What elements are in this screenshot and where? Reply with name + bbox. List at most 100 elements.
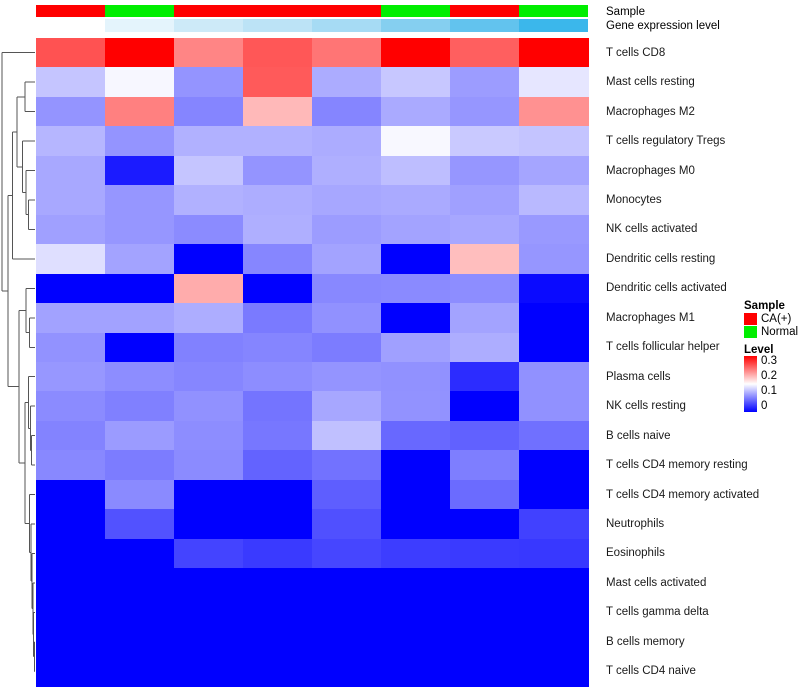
heatmap-cell <box>174 656 244 687</box>
heatmap-cell <box>519 479 589 510</box>
heatmap-cell <box>105 38 175 69</box>
heatmap-cell <box>36 509 106 540</box>
sample-annotation-cell <box>381 5 450 17</box>
row-label: T cells CD4 memory activated <box>606 488 760 501</box>
heatmap-cell <box>105 244 175 275</box>
sample-annotation-bar <box>36 5 588 17</box>
heatmap-cell <box>174 597 244 628</box>
heatmap-cell <box>450 627 520 658</box>
heatmap-cell <box>312 126 382 157</box>
heatmap-cell <box>36 420 106 451</box>
heatmap-cell <box>312 38 382 69</box>
heatmap-cell <box>312 303 382 334</box>
heatmap-cell <box>243 126 313 157</box>
heatmap-cell <box>450 273 520 304</box>
heatmap-cell <box>450 244 520 275</box>
heatmap-cell <box>519 185 589 216</box>
heatmap-cell <box>105 362 175 393</box>
heatmap-cell <box>519 509 589 540</box>
gene-expression-annotation-cell <box>312 19 381 32</box>
heatmap-cell <box>105 568 175 599</box>
heatmap-cell <box>243 38 313 69</box>
heatmap-cell <box>36 185 106 216</box>
heatmap-cell <box>381 568 451 599</box>
heatmap-cell <box>36 244 106 275</box>
row-label: NK cells activated <box>606 223 698 236</box>
heatmap-cell <box>519 155 589 186</box>
gene-expression-annotation-cell <box>381 19 450 32</box>
heatmap-cell <box>312 656 382 687</box>
level-legend-title: Level <box>744 344 774 356</box>
heatmap-cell <box>105 479 175 510</box>
heatmap-cell <box>450 391 520 422</box>
level-tick-label: 0 <box>761 400 768 412</box>
gene-expression-annotation-cell <box>243 19 312 32</box>
heatmap-cell <box>174 155 244 186</box>
heatmap-cell <box>381 67 451 98</box>
heatmap-cell <box>36 479 106 510</box>
heatmap-cell <box>243 332 313 363</box>
heatmap-cell <box>36 597 106 628</box>
heatmap-cell <box>312 420 382 451</box>
heatmap-cell <box>36 538 106 569</box>
row-label: B cells naive <box>606 429 671 442</box>
heatmap-cell <box>450 67 520 98</box>
row-label: Macrophages M2 <box>606 105 695 118</box>
heatmap-grid <box>36 38 589 687</box>
heatmap-cell <box>174 538 244 569</box>
heatmap-cell <box>519 391 589 422</box>
heatmap-cell <box>174 38 244 69</box>
heatmap-cell <box>312 273 382 304</box>
heatmap-cell <box>243 627 313 658</box>
heatmap-cell <box>174 568 244 599</box>
heatmap-cell <box>519 303 589 334</box>
heatmap-cell <box>243 67 313 98</box>
row-label: T cells CD4 memory resting <box>606 459 748 472</box>
heatmap-cell <box>174 244 244 275</box>
row-label: Dendritic cells activated <box>606 282 727 295</box>
level-colorbar: 0.3 0.2 0.1 0 <box>744 355 777 412</box>
heatmap-cell <box>243 303 313 334</box>
gene-expression-annotation-cell <box>105 19 174 32</box>
heatmap-cell <box>243 656 313 687</box>
heatmap-cell <box>105 214 175 245</box>
heatmap-cell <box>243 244 313 275</box>
heatmap-cell <box>105 155 175 186</box>
heatmap-cell <box>36 67 106 98</box>
heatmap-cell <box>174 332 244 363</box>
heatmap-cell <box>243 479 313 510</box>
heatmap-cell <box>450 96 520 127</box>
heatmap-cell <box>450 597 520 628</box>
heatmap-cell <box>381 332 451 363</box>
gene-expression-annotation-bar <box>36 19 588 32</box>
heatmap-cell <box>174 185 244 216</box>
row-label: Eosinophils <box>606 547 665 560</box>
heatmap-cell <box>243 538 313 569</box>
heatmap-cell <box>312 568 382 599</box>
heatmap-cell <box>174 450 244 481</box>
heatmap-cell <box>36 38 106 69</box>
heatmap-cell <box>243 96 313 127</box>
heatmap-cell <box>519 627 589 658</box>
heatmap-cell <box>174 214 244 245</box>
row-label: B cells memory <box>606 635 685 648</box>
heatmap-cell <box>519 244 589 275</box>
sample-annotation-cell <box>174 5 243 17</box>
heatmap-cell <box>36 332 106 363</box>
gene-expression-annotation-label: Gene expression level <box>606 20 720 32</box>
heatmap-cell <box>381 450 451 481</box>
heatmap-cell <box>105 538 175 569</box>
heatmap-cell <box>381 656 451 687</box>
heatmap-cell <box>312 509 382 540</box>
heatmap-cell <box>450 214 520 245</box>
heatmap-cell <box>312 214 382 245</box>
heatmap-cell <box>312 597 382 628</box>
heatmap-cell <box>519 597 589 628</box>
heatmap-cell <box>450 509 520 540</box>
row-label: Monocytes <box>606 194 662 206</box>
heatmap-cell <box>381 479 451 510</box>
row-label: Mast cells resting <box>606 76 695 89</box>
heatmap-cell <box>243 214 313 245</box>
heatmap-cell <box>519 420 589 451</box>
heatmap-cell <box>381 38 451 69</box>
